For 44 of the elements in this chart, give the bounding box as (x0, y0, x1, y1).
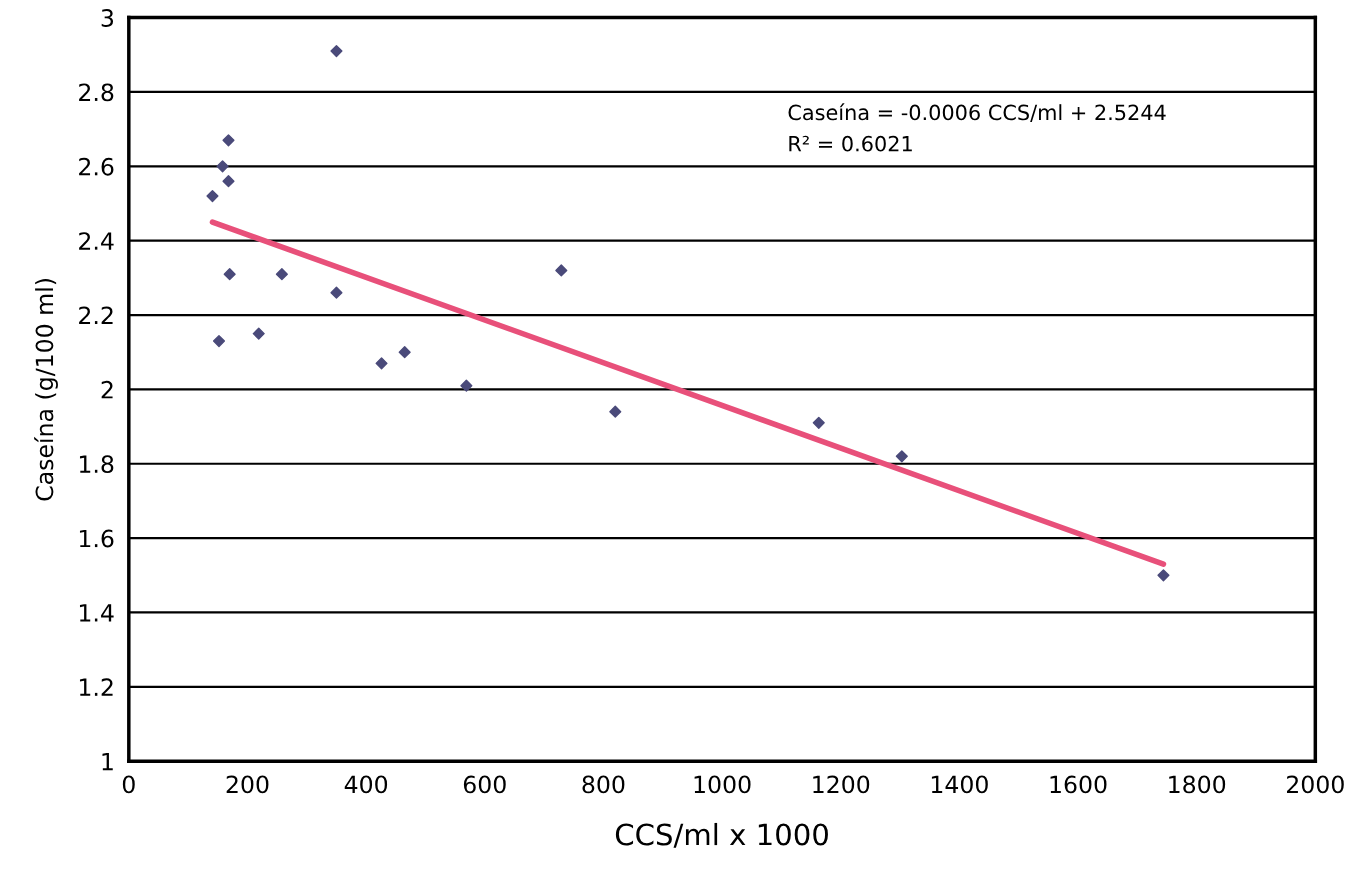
y-tick-label: 1 (102, 752, 113, 771)
point (275, 268, 288, 281)
x-tick-label: 600 (463, 775, 506, 794)
x-tick-label: 200 (226, 775, 269, 794)
point (812, 416, 825, 429)
x-tick-label: 400 (344, 775, 388, 794)
x-tick-label: 1400 (931, 775, 988, 794)
point (252, 327, 265, 340)
x-tick-label: 1200 (813, 775, 870, 794)
x-tick-label: 1000 (694, 775, 751, 794)
y-tick-label: 1.6 (79, 529, 114, 548)
y-tick-label: 2.2 (79, 306, 113, 325)
y-tick-label: 1.4 (79, 604, 114, 622)
x-tick-label: 1600 (1050, 775, 1107, 794)
y-tick-label: 3 (101, 9, 114, 27)
point (555, 264, 568, 277)
point (398, 346, 411, 359)
point (330, 286, 343, 299)
point (216, 160, 229, 173)
point (206, 189, 219, 203)
point (895, 450, 908, 463)
x-axis-title: CCS/ml x 1000 (615, 822, 828, 848)
point (222, 175, 235, 188)
y-tick-label: 2 (101, 380, 113, 399)
x-tick-label: 2000 (1287, 775, 1344, 794)
y-axis-title: Caseína (g/100 ml) (34, 279, 58, 501)
point (222, 134, 235, 147)
x-tick-label: 1800 (1169, 775, 1226, 794)
y-tick-label: 1.8 (79, 455, 114, 474)
y-tick-label: 1.2 (79, 678, 113, 696)
point (330, 44, 343, 58)
x-tick-label: 800 (582, 775, 625, 794)
annotation: Caseína = -0.0006 CCS/ml + 2.5244 (788, 103, 1166, 122)
y-tick-label: 2.4 (79, 232, 114, 250)
point (460, 379, 473, 392)
y-tick-label: 2.6 (79, 157, 114, 176)
point (609, 405, 622, 418)
point (223, 268, 236, 281)
point (212, 334, 226, 348)
y-tick-label: 2.8 (79, 83, 114, 102)
point (1157, 569, 1170, 582)
x-tick-label: 0 (122, 775, 135, 794)
point (375, 357, 388, 370)
annotation: R² = 0.6021 (789, 135, 912, 152)
